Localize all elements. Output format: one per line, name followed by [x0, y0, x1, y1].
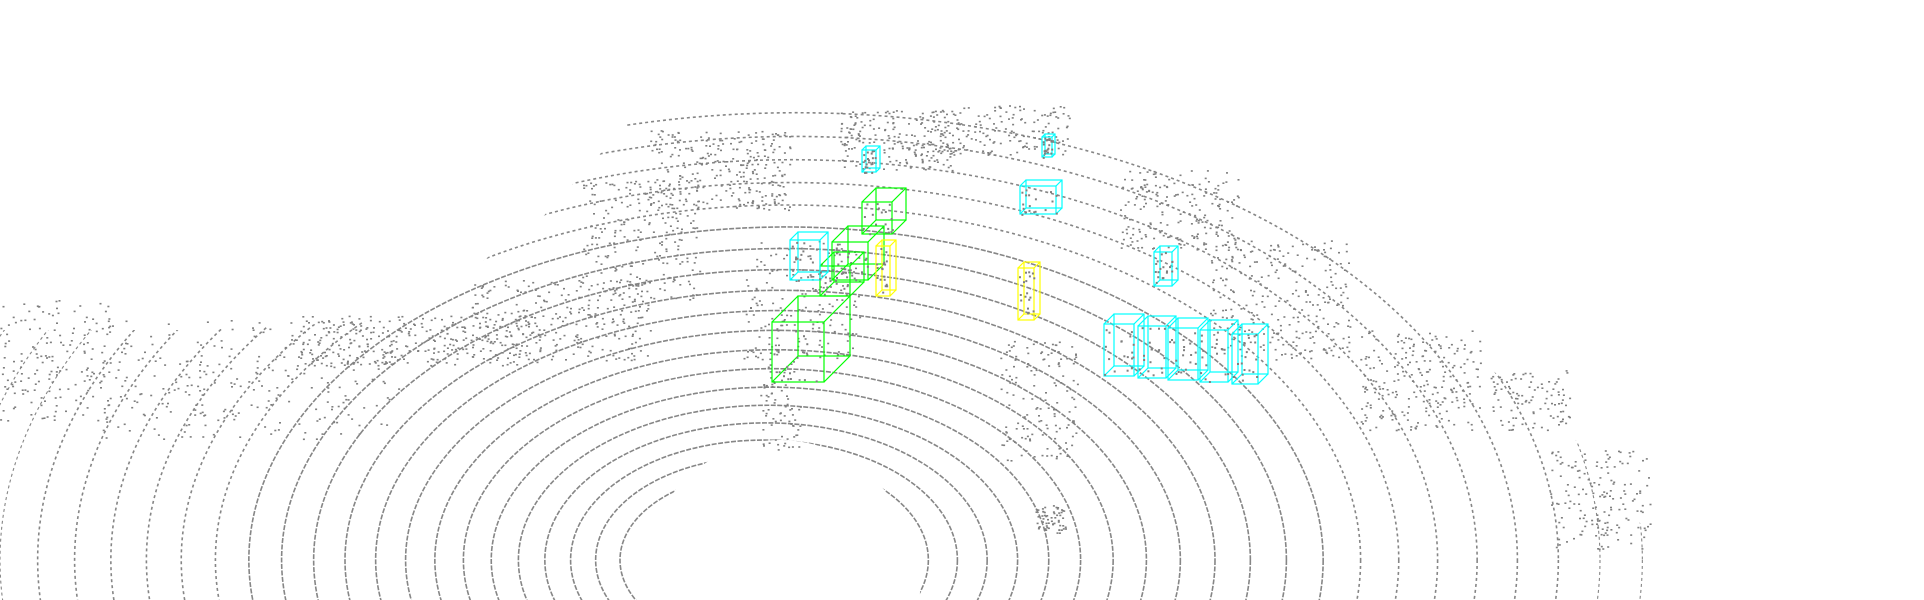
point-cluster — [1360, 330, 1482, 432]
detection-box-car — [771, 295, 851, 383]
scan-ring — [544, 422, 988, 600]
point-cluster — [650, 130, 792, 212]
scan-ring — [145, 159, 1439, 600]
point-cluster — [101, 320, 401, 441]
detection-boxes — [771, 133, 1269, 385]
point-cluster — [1490, 370, 1572, 432]
scan-ring — [594, 456, 930, 600]
scan-ring — [517, 404, 1019, 600]
detection-box-pedestrian — [1041, 133, 1056, 159]
detection-box-car — [861, 187, 907, 236]
scan-ring — [248, 226, 1324, 600]
point-cluster — [840, 110, 962, 172]
scan-ring — [312, 268, 1252, 600]
object-point-clusters — [0, 105, 1652, 551]
scan-ring — [569, 439, 959, 600]
detection-box-cyclist — [1017, 261, 1041, 321]
detection-box-pedestrian — [1199, 319, 1239, 383]
scan-ring — [374, 309, 1182, 600]
scan-ring — [214, 204, 1362, 600]
scan-ring — [434, 348, 1114, 600]
scan-ring — [404, 329, 1148, 600]
detection-box-pedestrian — [1231, 323, 1269, 385]
detection-box-pedestrian — [789, 231, 829, 282]
point-cluster — [760, 350, 802, 451]
sensor-blind-spot — [640, 440, 920, 600]
detection-box-pedestrian — [1137, 315, 1177, 379]
scan-ring — [490, 386, 1050, 600]
detection-box-pedestrian — [1153, 245, 1179, 287]
scan-ring — [0, 38, 1643, 600]
point-cluster — [1550, 450, 1652, 551]
point-cluster — [471, 280, 652, 362]
scan-ring — [280, 247, 1288, 600]
detection-box-pedestrian — [1103, 313, 1145, 377]
detection-box-cyclist — [875, 239, 897, 297]
scan-ring — [344, 289, 1216, 600]
point-cluster — [1000, 340, 1079, 462]
point-cluster — [743, 240, 862, 361]
out-of-range-mask-right — [1660, 0, 1924, 600]
detection-box-car — [819, 251, 865, 297]
scan-ring — [74, 112, 1518, 600]
point-cluster — [580, 180, 702, 302]
detection-box-pedestrian — [861, 145, 881, 174]
point-cluster — [930, 105, 1071, 156]
point-cluster — [0, 300, 112, 422]
point-cluster — [1035, 505, 1067, 534]
scan-ring — [180, 181, 1400, 600]
detection-box-pedestrian — [1167, 317, 1209, 381]
scan-ring — [0, 63, 1601, 600]
detection-box-pedestrian — [1019, 179, 1063, 216]
scan-ring — [110, 135, 1478, 600]
point-cluster — [1120, 170, 1242, 252]
